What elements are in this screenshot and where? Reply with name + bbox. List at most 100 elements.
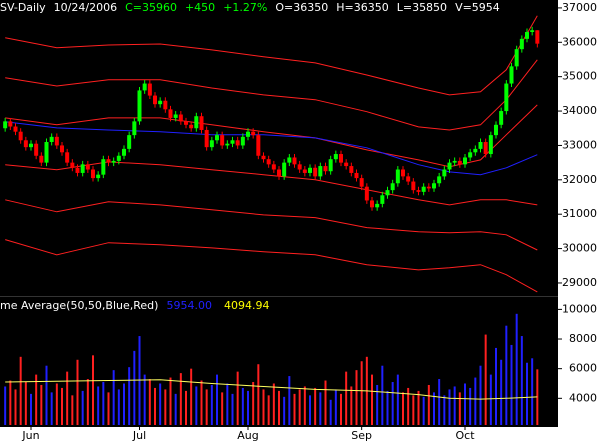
- candle-body: [504, 83, 509, 112]
- header-text: L=35850: [397, 1, 447, 14]
- average-line: [5, 379, 538, 400]
- candle-body: [271, 164, 276, 170]
- readout-value: 5954.00: [166, 299, 212, 312]
- candle-body: [96, 174, 101, 179]
- candle-body: [364, 186, 369, 201]
- volume-bar: [102, 382, 105, 425]
- volume-bar: [484, 334, 487, 425]
- volume-bar: [216, 374, 218, 425]
- candle-body: [370, 200, 374, 208]
- candle-body: [323, 166, 328, 172]
- y-tick-label: 30000: [562, 242, 597, 255]
- volume-bar: [272, 383, 275, 425]
- candle-body: [282, 162, 287, 177]
- volume-bar: [92, 355, 94, 425]
- volume-bar: [458, 392, 461, 425]
- candle-body: [132, 121, 137, 136]
- band-line: [5, 199, 538, 251]
- candle-body: [225, 143, 230, 146]
- volume-bar: [371, 374, 373, 425]
- y-tick-label: 6000: [569, 362, 597, 375]
- volume-bar: [350, 386, 353, 425]
- candle-body: [349, 166, 354, 173]
- candle-body: [277, 169, 281, 177]
- candle-body: [421, 186, 426, 192]
- volume-bar: [324, 380, 327, 425]
- header-text: H=36350: [336, 1, 388, 14]
- volume-bar: [489, 374, 492, 425]
- candle-body: [65, 152, 70, 163]
- candle-body: [313, 167, 318, 177]
- volume-bar: [495, 347, 497, 425]
- candle-body: [70, 162, 75, 168]
- y-tick-label: 4000: [569, 391, 597, 404]
- candle-body: [137, 90, 142, 122]
- candle-body: [525, 31, 529, 39]
- volume-bar: [448, 389, 451, 425]
- volume-bar: [520, 336, 523, 425]
- volume-bar: [30, 393, 32, 425]
- volume-bar: [40, 384, 43, 425]
- volume-bar: [76, 359, 79, 425]
- header-text: V=5954: [455, 1, 500, 14]
- volume-bar: [117, 389, 120, 425]
- candle-body: [142, 83, 147, 91]
- candle-body: [34, 143, 39, 156]
- volume-bar: [293, 393, 296, 425]
- y-tick-label: 37000: [562, 1, 597, 14]
- candle-body: [339, 154, 343, 163]
- volume-bar: [9, 380, 12, 425]
- candle-body: [437, 176, 442, 184]
- candle-body: [246, 131, 250, 137]
- candle-body: [39, 155, 44, 163]
- candle-body: [359, 178, 364, 187]
- candle-body: [173, 114, 178, 118]
- candle-body: [158, 100, 163, 105]
- volume-bar: [453, 386, 456, 425]
- candle-body: [432, 183, 436, 189]
- volume-bar: [190, 368, 193, 425]
- candle-body: [168, 109, 173, 118]
- volume-bar: [407, 387, 410, 425]
- x-tick-label: Sep: [351, 429, 372, 442]
- candle-body: [385, 190, 390, 196]
- candle-body: [23, 140, 28, 148]
- candle-body: [209, 140, 214, 148]
- candle-body: [535, 30, 540, 44]
- candle-body: [406, 176, 411, 182]
- header-text: O=36350: [275, 1, 328, 14]
- volume-bar: [4, 386, 7, 425]
- volume-bar: [515, 313, 518, 425]
- candle-body: [235, 140, 240, 146]
- volume-bar: [61, 387, 63, 425]
- volume-bar: [505, 325, 508, 425]
- volume-bar: [107, 392, 110, 425]
- volume-bar: [319, 392, 322, 425]
- volume-bar: [345, 371, 348, 425]
- volume-bar: [500, 359, 503, 425]
- y-tick-label: 36000: [562, 35, 597, 48]
- volume-bar: [474, 377, 477, 425]
- volume-bar: [412, 395, 415, 425]
- volume-bar: [185, 390, 187, 425]
- candle-body: [375, 203, 380, 208]
- volume-bar: [86, 379, 89, 425]
- volume-bar: [226, 383, 229, 425]
- volume-bar: [283, 396, 286, 425]
- volume-bar: [340, 393, 342, 425]
- volume-bar: [24, 382, 27, 425]
- header-text: SV-Daily: [0, 1, 46, 14]
- candle-body: [442, 169, 447, 177]
- candle-body: [380, 195, 385, 204]
- volume-bar: [97, 386, 100, 425]
- candle-body: [85, 164, 90, 170]
- volume-bar: [66, 371, 69, 425]
- y-tick-label: 10000: [562, 302, 597, 315]
- volume-bar: [303, 386, 306, 425]
- candle-body: [354, 172, 359, 179]
- candle-body: [344, 162, 349, 167]
- candle-body: [514, 49, 519, 67]
- volume-bar: [381, 365, 384, 425]
- volume-bar: [81, 390, 84, 425]
- candle-body: [328, 159, 333, 172]
